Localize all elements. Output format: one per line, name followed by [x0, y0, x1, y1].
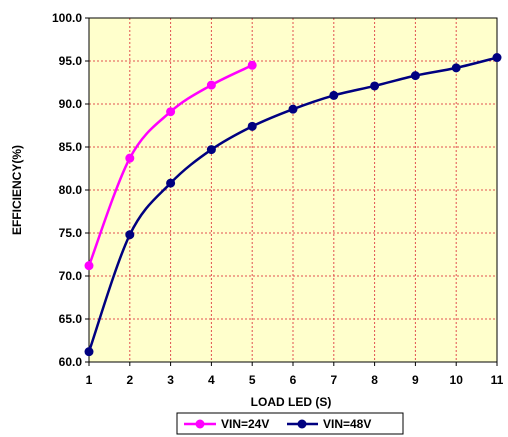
x-tick-label-3: 4: [208, 373, 215, 387]
y-tick-label-1: 65.0: [59, 312, 83, 326]
series-1-point-3: [206, 145, 216, 155]
legend-label-vin24: VIN=24V: [221, 417, 269, 431]
series-1-point-9: [451, 63, 461, 73]
series-0-point-3: [206, 80, 216, 90]
series-1-point-4: [247, 121, 257, 131]
y-tick-label-2: 70.0: [59, 269, 83, 283]
legend-marker-vin48: [297, 419, 307, 429]
y-tick-label-4: 80.0: [59, 183, 83, 197]
series-1-point-2: [166, 178, 176, 188]
y-axis-ticks: 60.0 65.0 70.0 75.0 80.0 85.0 90.0 95.0 100.0: [52, 11, 89, 369]
x-tick-label-5: 6: [290, 373, 297, 387]
y-tick-label-3: 75.0: [59, 226, 83, 240]
y-tick-label-6: 90.0: [59, 97, 83, 111]
series-1-point-6: [329, 90, 339, 100]
x-tick-label-6: 7: [330, 373, 337, 387]
series-line-1: [87, 56, 498, 353]
series-0-point-2: [166, 107, 176, 117]
x-tick-label-10: 11: [491, 373, 504, 387]
series-group: [84, 53, 502, 357]
x-tick-label-0: 1: [86, 373, 93, 387]
legend: VIN=24V VIN=48V: [176, 412, 404, 435]
y-tick-label-8: 100.0: [52, 11, 82, 25]
y-axis-title: EFFICIENCY(%): [10, 145, 24, 235]
series-0-point-1: [125, 153, 135, 163]
y-tick-label-0: 60.0: [59, 355, 83, 369]
legend-marker-vin24: [195, 419, 205, 429]
series-1-point-0: [84, 347, 94, 357]
x-axis-ticks: 1 2 3 4 5 6 7 8 9 10 11: [86, 362, 504, 387]
y-tick-label-5: 85.0: [59, 140, 83, 154]
y-tick-label-7: 95.0: [59, 54, 83, 68]
series-0-point-4: [247, 60, 257, 70]
legend-label-vin48: VIN=48V: [323, 417, 371, 431]
series-1-point-10: [492, 53, 502, 63]
x-tick-label-4: 5: [249, 373, 256, 387]
x-tick-label-7: 8: [371, 373, 378, 387]
x-tick-label-2: 3: [167, 373, 174, 387]
series-1-point-5: [288, 104, 298, 114]
grid-lines: [89, 18, 497, 362]
series-1-point-7: [370, 81, 380, 91]
x-tick-label-8: 9: [412, 373, 419, 387]
x-tick-label-9: 10: [450, 373, 464, 387]
series-1-point-1: [125, 230, 135, 240]
series-1-point-8: [410, 71, 420, 81]
x-tick-label-1: 2: [126, 373, 133, 387]
x-axis-title: LOAD LED (S): [251, 395, 332, 409]
series-0-point-0: [84, 261, 94, 271]
